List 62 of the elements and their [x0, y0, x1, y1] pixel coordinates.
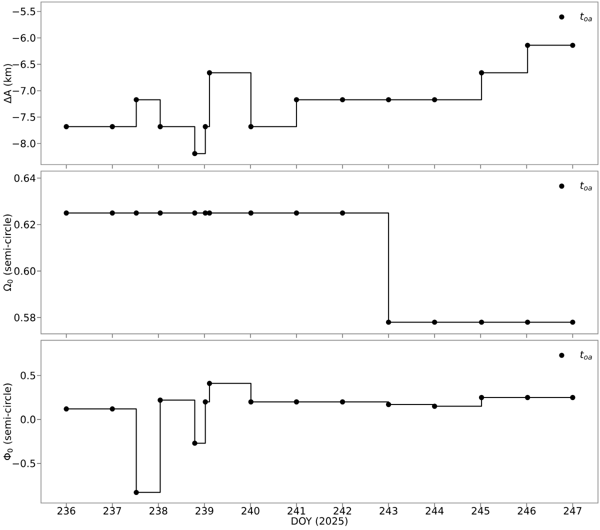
point: [110, 124, 115, 130]
point: [432, 97, 438, 102]
point: [570, 42, 576, 48]
point: [64, 124, 69, 130]
y-tick-label: 0.5: [20, 372, 36, 380]
point: [134, 490, 139, 496]
point: [158, 398, 163, 403]
point: [248, 124, 254, 130]
x-tick-label: 242: [334, 507, 352, 514]
point: [386, 97, 392, 102]
x-tick-label: 241: [288, 507, 306, 514]
x-axis-title: DOY (2025): [292, 517, 348, 526]
y-tick-label: −8.0: [12, 140, 36, 148]
y-tick-label: 0.58: [14, 314, 36, 322]
y-tick-label: 0.60: [14, 267, 36, 275]
y-tick-label: −6.0: [12, 34, 36, 42]
y-tick-label: −6.5: [12, 60, 36, 68]
point: [158, 124, 163, 130]
x-tick-label: 243: [380, 507, 398, 515]
y-tick-label: −0.5: [12, 460, 36, 468]
point: [294, 399, 300, 404]
point: [202, 399, 208, 404]
y-axis-title: Ω$_{0}$ (semi-circle): [3, 214, 13, 291]
point: [192, 440, 198, 446]
x-tick-label: 238: [150, 507, 168, 515]
point: [386, 402, 392, 408]
y-tick-label: 0.64: [14, 174, 36, 182]
y-axis-title: Φ$_{0}$ (semi-circle): [3, 384, 13, 460]
legend-label: t$_{oa}$: [580, 182, 592, 190]
y-tick-label: −5.5: [12, 8, 36, 16]
x-tick-label: 244: [426, 507, 444, 514]
legend-label: t$_{oa}$: [580, 12, 592, 22]
y-tick-label: 0.0: [20, 416, 36, 424]
y-axis-title: ΔA (km): [4, 64, 12, 104]
x-tick-label: 236: [58, 507, 76, 515]
x-tick-label: 245: [472, 507, 490, 515]
x-tick-label: 239: [196, 507, 214, 515]
x-tick-label: 247: [564, 507, 582, 514]
legend-label: t$_{oa}$: [580, 351, 592, 360]
y-tick-label: −7.0: [12, 86, 36, 94]
y-tick-label: −7.5: [12, 113, 36, 121]
x-tick-label: 240: [242, 507, 260, 515]
point: [570, 394, 576, 400]
point: [432, 404, 438, 409]
point: [524, 394, 530, 400]
y-tick-label: 0.62: [14, 220, 35, 228]
point: [340, 97, 346, 102]
point: [206, 70, 212, 76]
point: [206, 380, 212, 386]
point: [64, 406, 69, 412]
point: [248, 399, 254, 404]
point: [478, 70, 484, 76]
point: [192, 150, 198, 156]
point: [134, 97, 139, 102]
point: [340, 399, 346, 404]
point: [524, 42, 530, 48]
x-tick-label: 237: [104, 507, 122, 515]
x-tick-label: 246: [518, 507, 536, 515]
point: [110, 406, 115, 412]
point: [202, 124, 208, 130]
point: [294, 97, 300, 102]
point: [478, 394, 484, 400]
